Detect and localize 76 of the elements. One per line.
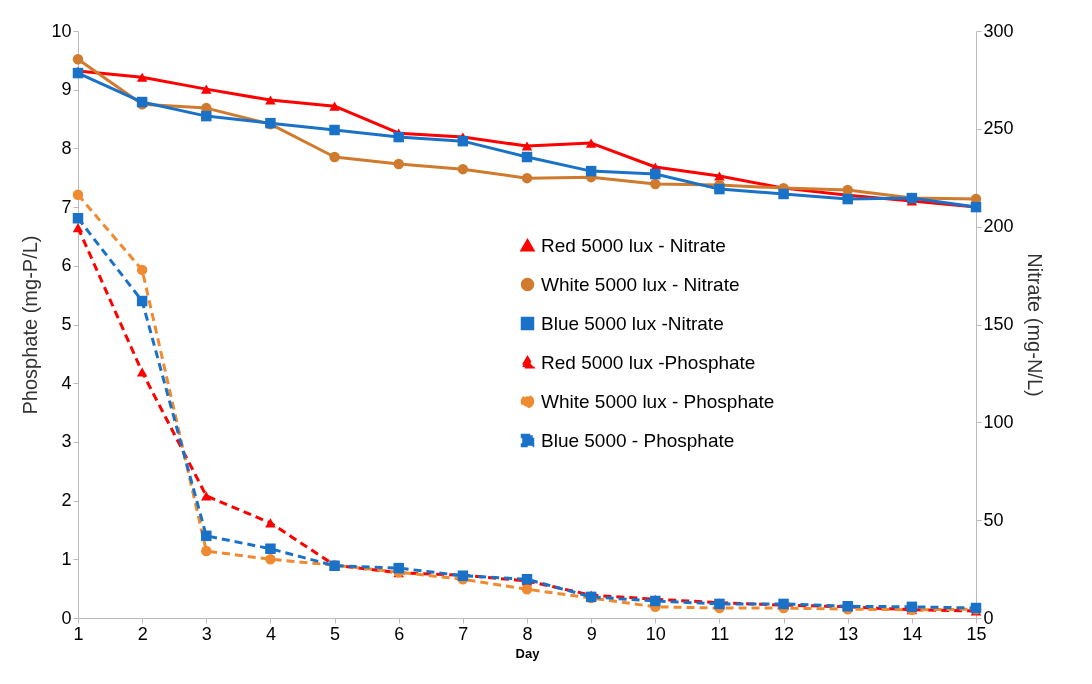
x-tick-label: 5 — [330, 623, 341, 644]
point — [585, 138, 597, 148]
point — [265, 543, 276, 554]
point — [329, 101, 340, 111]
x-tick-label: 9 — [586, 623, 597, 644]
point — [521, 172, 533, 184]
x-tick-label: 4 — [265, 623, 276, 644]
point — [136, 264, 148, 276]
x-tick-label: 6 — [394, 623, 405, 644]
point — [201, 84, 212, 94]
point — [265, 554, 276, 565]
point — [393, 562, 404, 574]
y-tick-label: 4 — [61, 372, 72, 393]
point — [136, 72, 148, 82]
point — [201, 530, 212, 542]
point — [136, 367, 148, 377]
y2-tick-label: 100 — [983, 411, 1014, 432]
point — [72, 189, 84, 201]
y-axis-title: Phosphate (mg-P/L) — [19, 235, 42, 415]
y-tick-label: 10 — [51, 20, 72, 41]
legend-label: Red 5000 lux -Phosphate — [541, 351, 756, 373]
point — [650, 168, 661, 180]
point — [329, 124, 340, 136]
legend-label: Blue 5000 lux -Nitrate — [541, 312, 724, 334]
y2-tick-label: 250 — [983, 118, 1014, 139]
y-tick-label: 1 — [61, 548, 72, 569]
y2-tick-label: 200 — [983, 216, 1014, 237]
legend-label: White 5000 lux - Nitrate — [541, 273, 740, 295]
point — [201, 110, 212, 122]
x-tick-label: 13 — [838, 623, 859, 644]
point — [329, 151, 340, 163]
point — [72, 213, 84, 224]
point — [842, 193, 853, 205]
point — [136, 295, 148, 307]
x-tick-label: 11 — [710, 623, 730, 644]
y-tick-label: 3 — [61, 431, 72, 452]
x-tick-label: 8 — [522, 623, 533, 644]
point — [72, 53, 84, 65]
x-tick-label: 10 — [645, 623, 666, 644]
legend-label: Blue 5000 - Phosphate — [541, 429, 735, 451]
y-tick-label: 5 — [61, 314, 72, 334]
point — [585, 165, 597, 177]
x-axis-title: Day — [515, 645, 541, 661]
point — [457, 163, 469, 175]
point — [265, 95, 276, 105]
legend-label: White 5000 lux - Phosphate — [541, 390, 775, 412]
y-tick-label: 6 — [61, 255, 72, 276]
y2-axis-title: Nitrate (mg-N/L) — [1023, 253, 1046, 397]
point — [201, 491, 212, 501]
point — [650, 178, 661, 190]
point — [393, 131, 404, 143]
x-tick-label: 2 — [137, 623, 148, 644]
point — [265, 518, 276, 528]
y-tick-label: 9 — [61, 79, 72, 100]
point — [714, 183, 725, 195]
point — [393, 158, 404, 170]
x-tick-label: 7 — [458, 623, 469, 644]
x-tick-label: 14 — [902, 623, 923, 644]
y-tick-label: 7 — [61, 196, 72, 217]
x-tick-label: 12 — [774, 623, 795, 644]
point — [714, 171, 725, 181]
point — [778, 188, 789, 200]
y2-tick-label: 300 — [983, 20, 1014, 41]
x-tick-label: 3 — [201, 623, 212, 644]
point — [521, 584, 533, 595]
y-tick-label: 0 — [61, 607, 72, 628]
point — [201, 545, 212, 557]
y-tick-label: 2 — [61, 490, 72, 511]
y2-tick-label: 50 — [983, 509, 1004, 530]
point — [457, 135, 469, 147]
y-tick-label: 8 — [61, 137, 72, 158]
point — [72, 223, 84, 233]
point — [521, 151, 533, 163]
point — [521, 141, 533, 151]
legend-label: Red 5000 lux - Nitrate — [541, 234, 726, 256]
y2-tick-label: 150 — [983, 314, 1014, 334]
